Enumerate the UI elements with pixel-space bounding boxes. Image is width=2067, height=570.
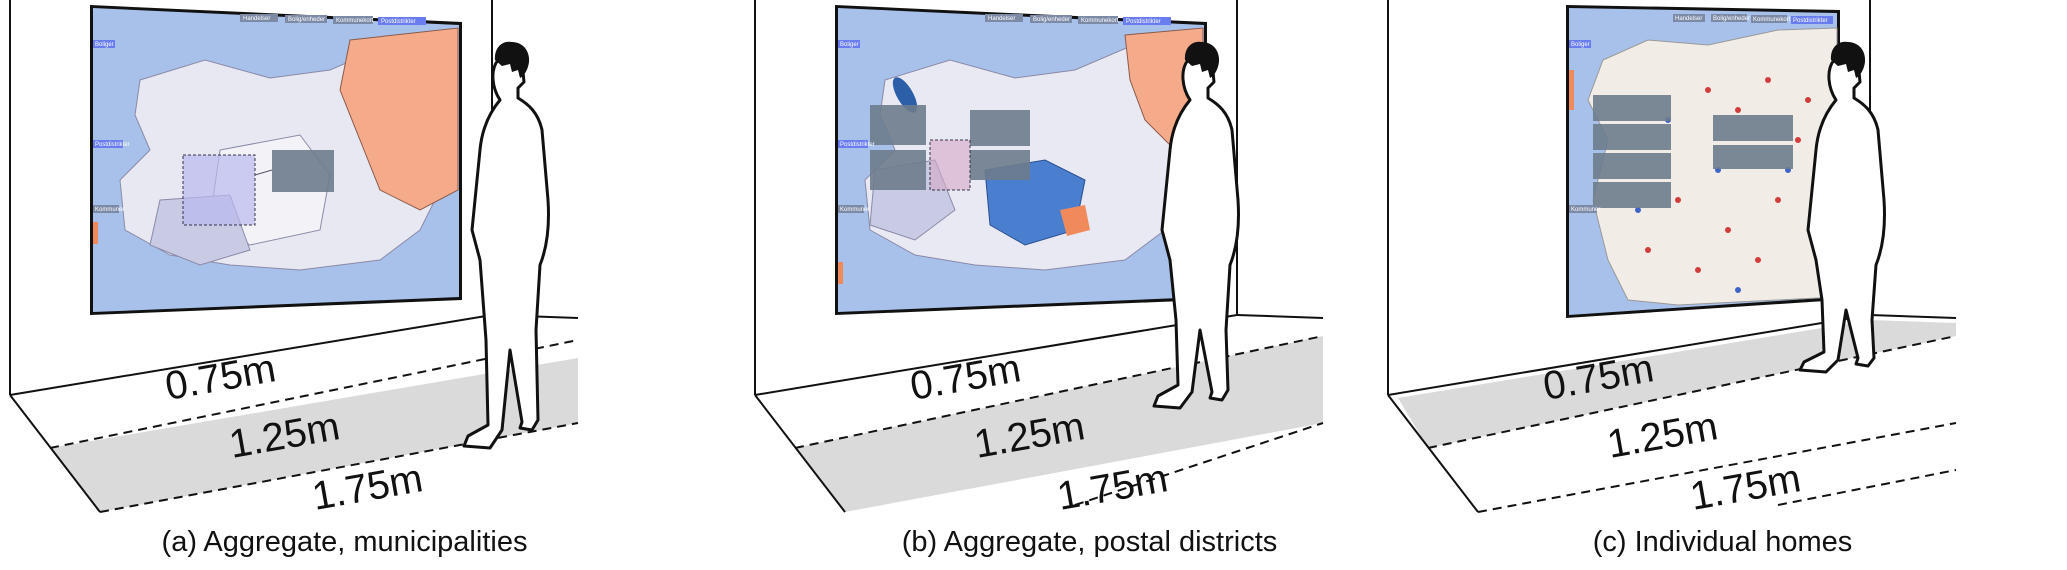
distance-lines (1427, 335, 1957, 513)
tooltip-right-2 (1713, 145, 1793, 169)
map-button-label: Postdistrikter (1793, 18, 1828, 24)
tooltip-left-2 (870, 150, 926, 190)
tooltip-left (870, 105, 926, 145)
distance-lines (794, 335, 1324, 506)
panel-c-drawing: Handelser Bolig/enheder Kommunekort Post… (1387, 0, 1957, 519)
distance-label-1-25: 1.25m (1604, 404, 1721, 467)
distance-label-0-75: 0.75m (162, 346, 279, 409)
distance-label-0-75: 0.75m (907, 346, 1024, 409)
map-button-label: Handelser (1675, 16, 1702, 22)
map-button-label: Postdistrikter (381, 19, 416, 25)
map-top-buttons: Handelser Bolig/enheder Kommunekort Post… (240, 14, 426, 25)
distance-label-1-75: 1.75m (1687, 456, 1804, 519)
panel-a-caption: (a) Aggregate, municipalities (161, 526, 528, 558)
tooltip-left-1 (1593, 95, 1671, 121)
person-silhouette (462, 41, 550, 450)
panel-a-drawing: Handelser Bolig/enheder Kommunekort Post… (9, 0, 579, 519)
map-button-label: Postdistrikter (1126, 19, 1161, 25)
panel-b-drawing: Handelser Bolig/enheder Kommunekort Post… (754, 0, 1324, 519)
map-button-label: Kommunekort (336, 18, 374, 24)
map-button-label: Bolig/enheder (1033, 17, 1070, 23)
tooltip-right-2 (970, 150, 1030, 180)
floor-zone-1-75 (50, 358, 578, 512)
selection-box (182, 154, 256, 226)
panel-b: Handelser Bolig/enheder Kommunekort Post… (745, 0, 1434, 570)
wall-display: Handelser Bolig/enheder Kommunekort Post… (90, 5, 462, 315)
tooltip-left-4 (1593, 182, 1671, 208)
map-side-buttons: Boliger Postdistrikter Kommuner (838, 40, 875, 284)
tooltip-left-3 (1593, 153, 1671, 179)
map-button-label: Bolig/enheder (288, 17, 325, 23)
map-side-button-label: Postdistrikter (840, 142, 875, 148)
tooltip-right (970, 110, 1030, 146)
map-button-label: Kommunekort (1081, 18, 1119, 24)
map-side-button-label: Kommuner (840, 207, 869, 213)
tooltip-right-1 (1713, 115, 1793, 141)
tooltip (272, 150, 334, 192)
person-silhouette (1152, 41, 1240, 410)
person-silhouette (1798, 41, 1886, 374)
panel-a: Handelser Bolig/enheder Kommunekort Post… (0, 0, 689, 570)
map-button-label: Bolig/enheder (1713, 16, 1750, 22)
map-side-button-label: Boliger (840, 42, 859, 48)
panel-b-caption: (b) Aggregate, postal districts (901, 526, 1278, 558)
map-top-buttons: Handelser Bolig/enheder Kommunekort Post… (985, 14, 1171, 25)
wall-display: Handelser Bolig/enheder Kommunekort Post… (835, 5, 1207, 315)
floor-zone-0-75 (1398, 320, 1956, 448)
panel-c-caption: (c) Individual homes (1592, 526, 1853, 558)
tooltip-left-2 (1593, 124, 1671, 150)
map-top-buttons: Handelser Bolig/enheder Kommunekort Post… (1673, 14, 1833, 24)
map-side-button-label: Kommuner (1571, 207, 1600, 213)
map-region-orange (1060, 205, 1090, 236)
map-side-buttons: Boliger Postdistrikter Kommuner (93, 40, 130, 244)
map-button-label: Handelser (243, 16, 270, 22)
room-lines (754, 0, 1324, 513)
map-button-label: Handelser (988, 16, 1015, 22)
map-side-buttons: Boliger Kommuner (1569, 40, 1600, 213)
selection-box (929, 139, 971, 191)
map-side-button-label: Kommuner (95, 207, 124, 213)
map-region-east (339, 27, 459, 211)
tooltip-pointer (254, 169, 273, 176)
map-side-button-label: Boliger (95, 42, 114, 48)
map-side-button-label: Postdistrikter (95, 142, 130, 148)
map-button-label: Kommunekort (1753, 17, 1791, 23)
map-side-button-label: Boliger (1571, 42, 1590, 48)
map-lake (892, 77, 918, 113)
panel-c: Handelser Bolig/enheder Kommunekort Post… (1378, 0, 2067, 570)
wall-display: Handelser Bolig/enheder Kommunekort Post… (1566, 5, 1840, 318)
